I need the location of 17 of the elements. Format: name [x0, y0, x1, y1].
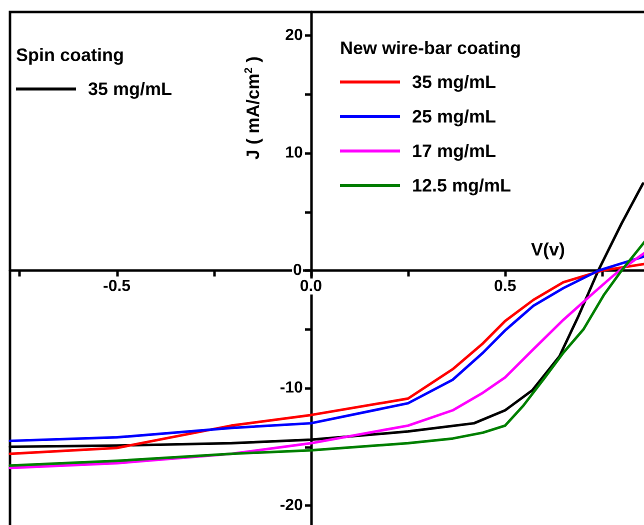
annotation: Spin coating	[16, 45, 124, 65]
legend-label: 25 mg/mL	[412, 106, 496, 126]
y-axis-title: J ( mA/cm2 )	[242, 56, 263, 160]
annotation: New wire-bar coating	[340, 38, 522, 58]
y-tick-label: -10	[280, 380, 304, 396]
y-tick-label: 20	[285, 27, 304, 44]
legend-label: 17 mg/mL	[412, 141, 496, 161]
x-axis-title: V(v)	[530, 240, 566, 260]
x-tick-label: -0.5	[102, 278, 131, 295]
y-tick-label: 0	[293, 262, 302, 279]
x-tick-label: 0.5	[494, 278, 516, 295]
y-tick-label: 10	[285, 144, 304, 162]
legend-label: 35 mg/mL	[88, 79, 172, 99]
legend-label: 12.5 mg/mL	[412, 176, 512, 196]
y-tick-label: -20	[280, 497, 304, 514]
x-tick-label: 0.0	[300, 278, 322, 295]
legend-label: 35 mg/mL	[412, 72, 496, 92]
